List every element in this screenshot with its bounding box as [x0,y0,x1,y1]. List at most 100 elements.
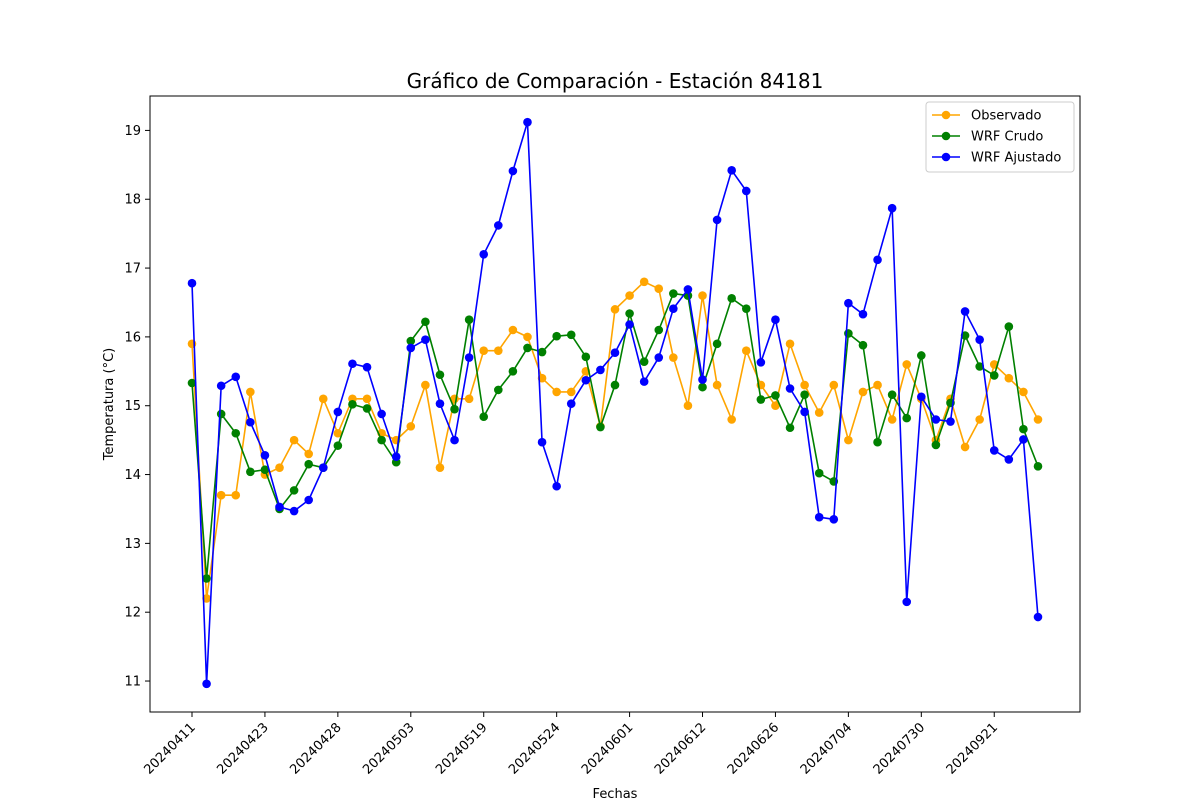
x-tick-label: 20240601 [579,720,636,777]
data-point-wrf-crudo [202,574,211,583]
data-point-observado [421,380,430,390]
data-point-wrf-crudo [975,362,984,371]
data-point-observado [362,394,372,404]
data-point-wrf-ajustado [844,298,853,308]
legend-label-wrf-crudo: WRF Crudo [971,130,1043,145]
data-point-wrf-ajustado [289,506,299,516]
data-point-observado [552,387,561,397]
data-point-wrf-ajustado [275,502,284,512]
data-point-observado [902,360,912,369]
data-point-wrf-ajustado [814,512,824,522]
data-point-wrf-ajustado [333,407,343,417]
data-point-wrf-ajustado [873,255,882,265]
chart-title: Gráfico de Comparación - Estación 84181 [407,69,824,93]
data-point-wrf-crudo [304,459,313,469]
data-point-wrf-ajustado [231,372,241,382]
data-point-wrf-crudo [1019,424,1028,434]
data-point-wrf-crudo [625,309,634,318]
data-point-wrf-crudo [566,330,576,340]
y-tick-label: 12 [124,606,141,621]
data-point-observado [771,401,780,411]
data-point-observado [1033,415,1043,424]
data-point-wrf-ajustado [917,392,926,402]
data-point-wrf-crudo [771,391,780,400]
data-point-observado [202,594,211,603]
data-point-wrf-ajustado [902,597,912,607]
data-point-wrf-crudo [785,423,795,433]
data-point-wrf-crudo [494,385,503,395]
data-point-observado [960,442,970,452]
data-point-observado [508,325,518,335]
data-point-wrf-ajustado [304,495,313,505]
y-axis-label: Temperatura (°C) [102,348,117,461]
series-observado [187,277,1043,603]
y-tick-label: 11 [124,675,141,690]
data-point-wrf-ajustado [537,437,547,447]
y-tick-label: 14 [124,468,141,483]
x-tick-label: 20240730 [871,720,928,777]
data-point-wrf-crudo [231,428,241,438]
data-point-observado [304,449,313,459]
data-point-wrf-crudo [610,380,620,390]
data-point-wrf-ajustado [756,358,766,367]
data-point-wrf-ajustado [377,409,386,419]
data-point-wrf-crudo [187,378,197,388]
data-point-observado [829,380,839,390]
x-tick-label: 20240503 [360,720,417,777]
data-point-wrf-ajustado [1004,455,1014,464]
data-point-wrf-ajustado [771,315,780,324]
data-point-wrf-ajustado [1033,612,1043,622]
data-point-wrf-crudo [639,357,649,366]
data-point-observado [318,394,328,404]
data-point-wrf-ajustado [887,203,897,213]
data-point-wrf-ajustado [712,215,722,225]
data-point-wrf-ajustado [931,415,941,424]
y-tick-label: 17 [124,262,141,277]
data-point-wrf-crudo [800,390,809,400]
data-point-wrf-crudo [348,400,357,409]
legend-marker-wrf-ajustado [941,152,951,162]
y-axis: 11 12 13 14 15 16 17 18 19 [124,124,150,690]
data-point-wrf-ajustado [566,399,576,408]
y-tick-label: 16 [124,330,141,345]
data-point-wrf-ajustado [318,463,328,472]
data-point-wrf-crudo [435,370,445,380]
data-point-wrf-ajustado [523,117,532,127]
data-point-wrf-ajustado [727,166,736,175]
x-tick-label: 20240704 [798,720,855,777]
legend-marker-observado [941,110,951,120]
data-point-wrf-crudo [698,382,707,392]
data-point-observado [844,435,853,445]
data-point-wrf-ajustado [450,435,459,445]
data-point-wrf-ajustado [960,307,970,316]
data-point-wrf-ajustado [202,679,211,689]
data-point-wrf-ajustado [1019,435,1028,444]
data-point-observado [814,408,824,417]
data-point-observado [523,332,532,342]
data-point-observado [610,305,620,314]
data-point-wrf-ajustado [391,452,401,461]
legend-label-observado: Observado [971,109,1042,124]
data-point-wrf-crudo [741,304,751,313]
data-point-wrf-ajustado [785,384,795,393]
data-point-wrf-crudo [902,413,912,423]
data-point-wrf-crudo [917,351,926,360]
legend-marker-wrf-crudo [941,131,951,141]
series-line-wrf-ajustado [191,121,1039,685]
data-point-observado [275,463,284,472]
data-point-wrf-crudo [406,336,416,346]
x-tick-label: 20240428 [287,720,344,777]
data-point-observado [800,380,809,390]
data-point-wrf-ajustado [508,166,518,176]
y-tick-label: 13 [124,537,141,552]
data-point-wrf-ajustado [596,365,605,375]
data-point-observado [639,277,649,287]
series-wrf-crudo [187,289,1043,583]
data-point-wrf-crudo [1004,322,1014,331]
data-point-observado [246,387,255,397]
data-point-observado [741,346,751,355]
y-tick-label: 18 [124,193,141,208]
data-point-observado [464,394,474,404]
data-point-wrf-ajustado [362,362,372,372]
data-point-wrf-crudo [377,435,386,445]
